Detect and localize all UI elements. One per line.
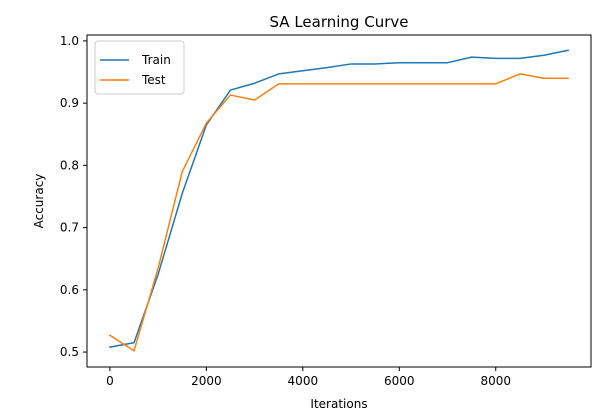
- series-line-train: [109, 49, 569, 348]
- chart-title: SA Learning Curve: [270, 13, 409, 31]
- y-axis-ticks: 0.5 0.6 0.7 0.8 0.9 1.0: [60, 34, 87, 359]
- series-line-test: [108, 73, 569, 352]
- y-tick-label: 0.5: [60, 345, 79, 359]
- y-tick-label: 1.0: [60, 34, 79, 48]
- y-axis-label: Accuracy: [32, 174, 46, 229]
- series-lines: [108, 49, 569, 352]
- legend: Train Test: [94, 40, 185, 95]
- y-tick-label: 0.8: [60, 158, 79, 172]
- x-tick-label: 6000: [384, 374, 415, 388]
- x-axis-label: Iterations: [310, 397, 367, 411]
- y-tick-label: 0.9: [60, 96, 79, 110]
- x-tick-label: 8000: [480, 374, 511, 388]
- x-tick-label: 4000: [288, 374, 319, 388]
- legend-label-train: Train: [141, 53, 171, 67]
- x-tick-label: 2000: [191, 374, 222, 388]
- y-tick-label: 0.6: [60, 283, 79, 297]
- x-axis-ticks: 0 2000 4000 6000 8000: [106, 367, 511, 388]
- legend-label-test: Test: [141, 73, 166, 87]
- legend-frame: [94, 40, 185, 95]
- x-tick-label: 0: [106, 374, 114, 388]
- y-tick-label: 0.7: [60, 221, 79, 235]
